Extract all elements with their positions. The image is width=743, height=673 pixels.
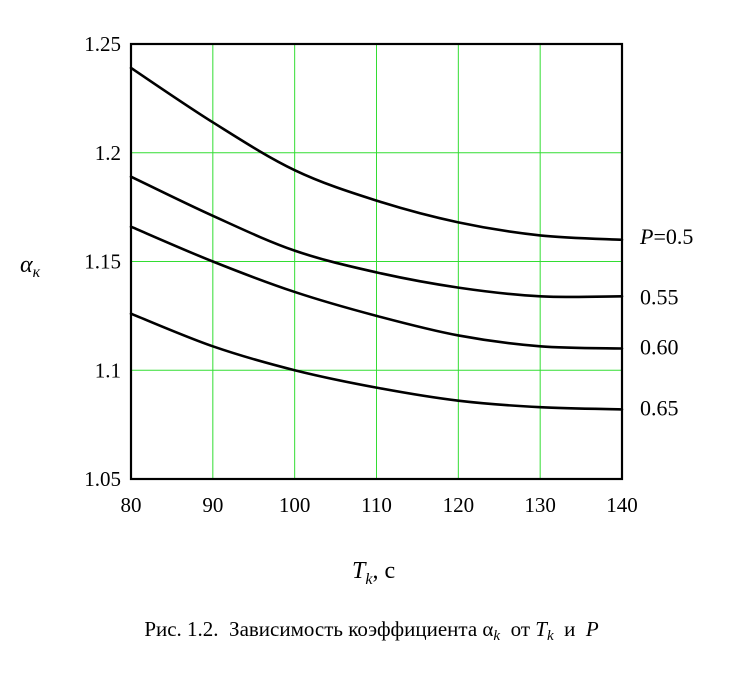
x-tick-label: 120 (443, 493, 475, 517)
chart: 80 90 100 110 120 130 140 1.05 1.1 1.15 1.2 1.25 P… (20, 32, 693, 588)
x-axis-title-main: T (352, 558, 367, 584)
series-label-value: =0.5 (653, 224, 693, 249)
y-tick-labels: 1.05 1.1 1.15 1.2 1.25 (84, 32, 121, 491)
y-tick-label: 1.05 (84, 467, 121, 491)
series-label: 0.60 (640, 335, 679, 360)
series-label-value: 0.65 (640, 395, 679, 420)
series-lines (129, 66, 624, 411)
caption-t: T (535, 617, 547, 641)
caption-prefix: Рис. 1.2. Зависимость коэффициента (144, 617, 483, 641)
x-tick-label: 90 (202, 493, 223, 517)
caption-alpha-sub: k (493, 628, 501, 644)
y-tick-label: 1.15 (84, 250, 121, 274)
x-axis-title-sub: k (365, 571, 373, 588)
y-tick-label: 1.2 (95, 141, 121, 165)
series-label: P=0.5 (639, 224, 693, 249)
series-line (129, 225, 624, 350)
caption-t-sub: k (546, 628, 554, 644)
caption-alpha: α (482, 617, 494, 641)
x-tick-label: 140 (606, 493, 638, 517)
x-axis-title-rest: , c (372, 558, 395, 584)
series-label-value: 0.60 (640, 335, 679, 360)
figure-caption: Рис. 1.2. Зависимость коэффициента αk от… (0, 617, 743, 645)
y-axis-title-sub: к (33, 264, 41, 281)
series-label: 0.55 (640, 284, 679, 309)
x-tick-labels: 80 90 100 110 120 130 140 (121, 493, 638, 517)
series-labels: P=0.5 0.55 0.60 0.65 (639, 224, 693, 421)
plot-frame (129, 42, 624, 481)
series-label-value: 0.55 (640, 284, 679, 309)
caption-and: и (553, 617, 586, 641)
y-axis-title-main: α (20, 252, 33, 278)
series-label-prefix: P (639, 224, 653, 249)
series-label: 0.65 (640, 395, 679, 420)
x-tick-label: 110 (361, 493, 392, 517)
x-tick-label: 100 (279, 493, 311, 517)
caption-p: P (585, 617, 599, 641)
series-line (129, 175, 624, 299)
x-tick-label: 130 (524, 493, 556, 517)
grid-lines (131, 44, 622, 479)
y-tick-label: 1.1 (95, 358, 121, 382)
caption-mid: от (500, 617, 536, 641)
series-line (129, 312, 624, 411)
x-axis-title: Tk, c (352, 558, 395, 588)
series-line (129, 66, 624, 242)
y-axis-title: αк (20, 252, 41, 281)
x-tick-label: 80 (121, 493, 142, 517)
y-tick-label: 1.25 (84, 32, 121, 56)
